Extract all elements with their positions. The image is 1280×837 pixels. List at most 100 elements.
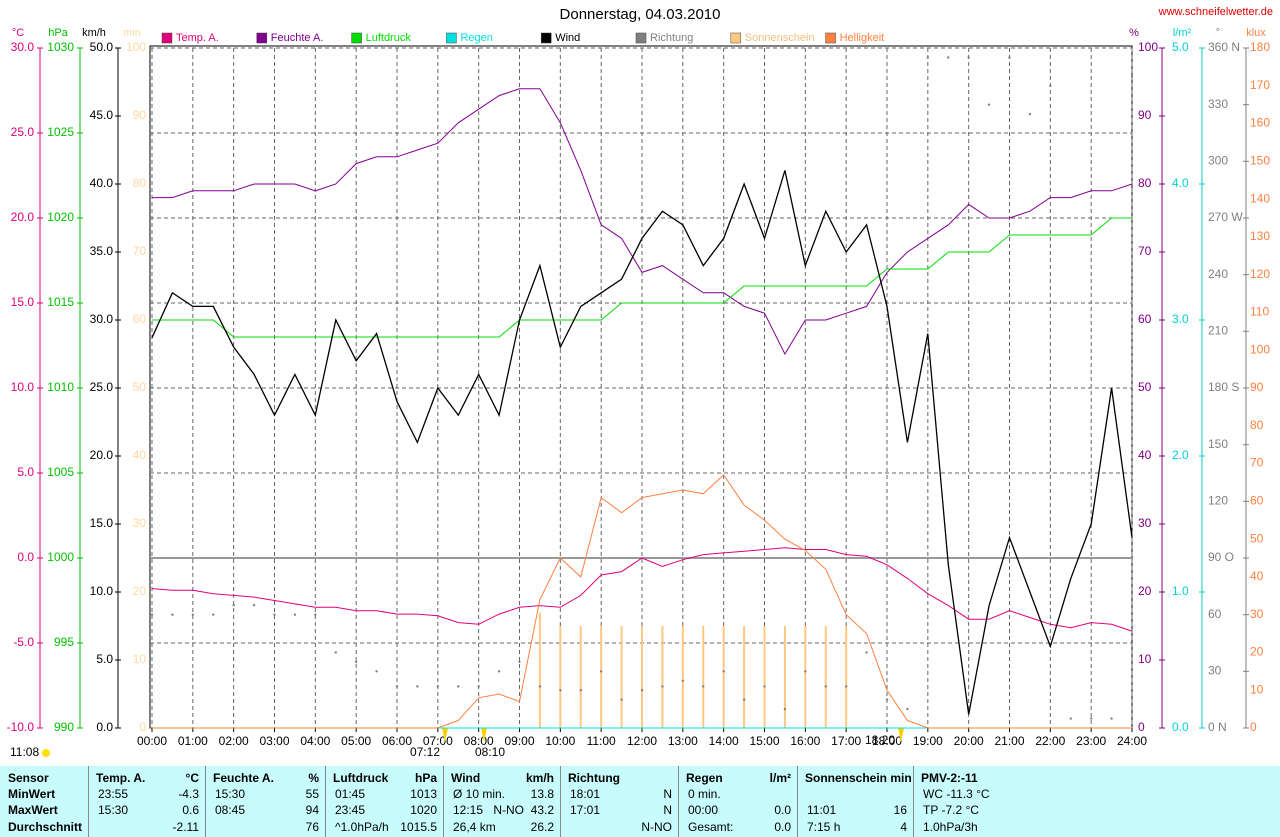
y-tick-label: 25.0 [11,125,35,139]
y-tick-label: 20 [1250,645,1264,659]
cell-right: 76 [305,820,319,834]
y-tick-label: 90 [1250,380,1264,394]
direction-dot [559,689,562,692]
cell-right: N-NO [641,820,672,834]
y-tick-label: 150 [1250,154,1270,168]
cell-right: -2.11 [172,820,199,834]
daylength: 11:08 [10,745,39,759]
column-title: Sensor [8,771,49,785]
y-tick-label: 40 [1138,448,1152,462]
legend-swatch [635,32,647,44]
legend-swatch [161,32,173,44]
legend-swatch [825,32,836,44]
axis-unit: km/h [82,27,106,39]
y-tick-label: 0 [139,720,146,734]
direction-dot [334,651,337,654]
y-tick-label: 270 W [1208,210,1243,224]
cell-left: Gesamt: [688,820,734,834]
column-title: Sonnenschein min [805,771,912,785]
axis-unit: l/m² [1173,27,1192,39]
sunshine-bar [702,626,705,728]
legend-label: Sonnenschein [745,32,815,44]
direction-dot [702,685,705,688]
column-title: Luftdruck [333,771,389,785]
direction-dot [1028,112,1032,116]
series-line [151,170,1133,715]
column-title: Regen [686,771,723,785]
y-tick-label: 995 [54,635,74,649]
y-tick-label: 40.0 [90,176,114,190]
axis-unit: klux [1246,27,1266,39]
y-tick-label: 10.0 [11,380,35,394]
y-tick-label: 20 [1138,584,1152,598]
legend-label: Feuchte A. [271,32,324,44]
direction-dot [212,613,215,616]
x-tick-label: 08:00 [464,734,494,748]
y-tick-label: 1015 [47,295,74,309]
y-tick-label: -10.0 [7,720,35,734]
y-tick-label: 0.0 [96,720,113,734]
direction-dot [457,685,460,688]
direction-dot [375,670,378,673]
direction-dot [640,689,644,692]
y-tick-label: 2.0 [1172,448,1189,462]
y-tick-label: 5.0 [17,465,34,479]
column-separator [560,766,561,837]
y-tick-label: 4.0 [1172,176,1189,190]
y-tick-label: 50.0 [90,40,114,54]
cell-left: 23:45 [335,803,366,817]
x-tick-label: 01:00 [178,734,208,748]
x-tick-label: 23:00 [1076,734,1106,748]
cell-right: N [663,787,672,801]
x-tick-label: 11:00 [587,734,616,748]
cell-left: Ø 10 min. [453,787,506,801]
x-tick-label: 24:00 [1117,734,1147,748]
column-unit: % [308,771,319,785]
cell-left: 15:30 [215,787,246,801]
y-tick-label: 1025 [47,125,74,139]
y-tick-label: 60 [1208,607,1222,621]
direction-dot [354,660,358,664]
x-tick-label: 18:00 [872,734,902,748]
x-tick-label: 09:00 [504,734,534,748]
series-line [152,217,1132,338]
direction-dot [987,103,991,106]
column-unit: °C [185,771,199,785]
y-tick-label: -5.0 [13,635,34,649]
direction-dot [783,707,787,711]
y-tick-label: 90 [1138,108,1152,122]
y-tick-label: 120 [1208,494,1228,508]
sunshine-bar [538,612,541,728]
sunshine-bar [845,626,848,728]
column-title: Wind [451,771,481,785]
cell-right: 26.2 [530,820,554,834]
direction-dot [661,685,664,688]
x-tick-label: 15:00 [749,734,779,748]
axis-unit: °C [12,27,24,39]
sunshine-bar [620,626,623,728]
y-tick-label: 360 N [1208,40,1240,54]
sun-time: 07:12 [410,745,440,759]
direction-dot [1130,75,1134,78]
direction-dot [763,685,766,688]
sun-icon [42,749,50,757]
y-tick-label: 130 [1250,229,1270,243]
y-tick-label: 210 [1208,324,1228,338]
sunshine-bar [661,626,664,728]
legend-label: Temp. A. [176,32,219,44]
x-tick-label: 22:00 [1035,734,1065,748]
cell-left: 17:01 [570,803,601,817]
source: www.schneifelwetter.de [1158,6,1273,18]
direction-dot [885,698,889,701]
y-tick-label: 90 [133,108,147,122]
cell-left: 15:30 [98,803,129,817]
sunshine-bar [763,626,766,728]
y-tick-label: 180 [1250,40,1270,54]
legend-label: Richtung [650,32,693,44]
legend-label: Regen [460,32,492,44]
x-tick-label: 02:00 [219,734,249,748]
cell-right: 55 [305,787,319,801]
direction-dot [681,679,685,682]
axis-unit: ° [1216,27,1220,39]
cell-right: N [663,803,672,817]
